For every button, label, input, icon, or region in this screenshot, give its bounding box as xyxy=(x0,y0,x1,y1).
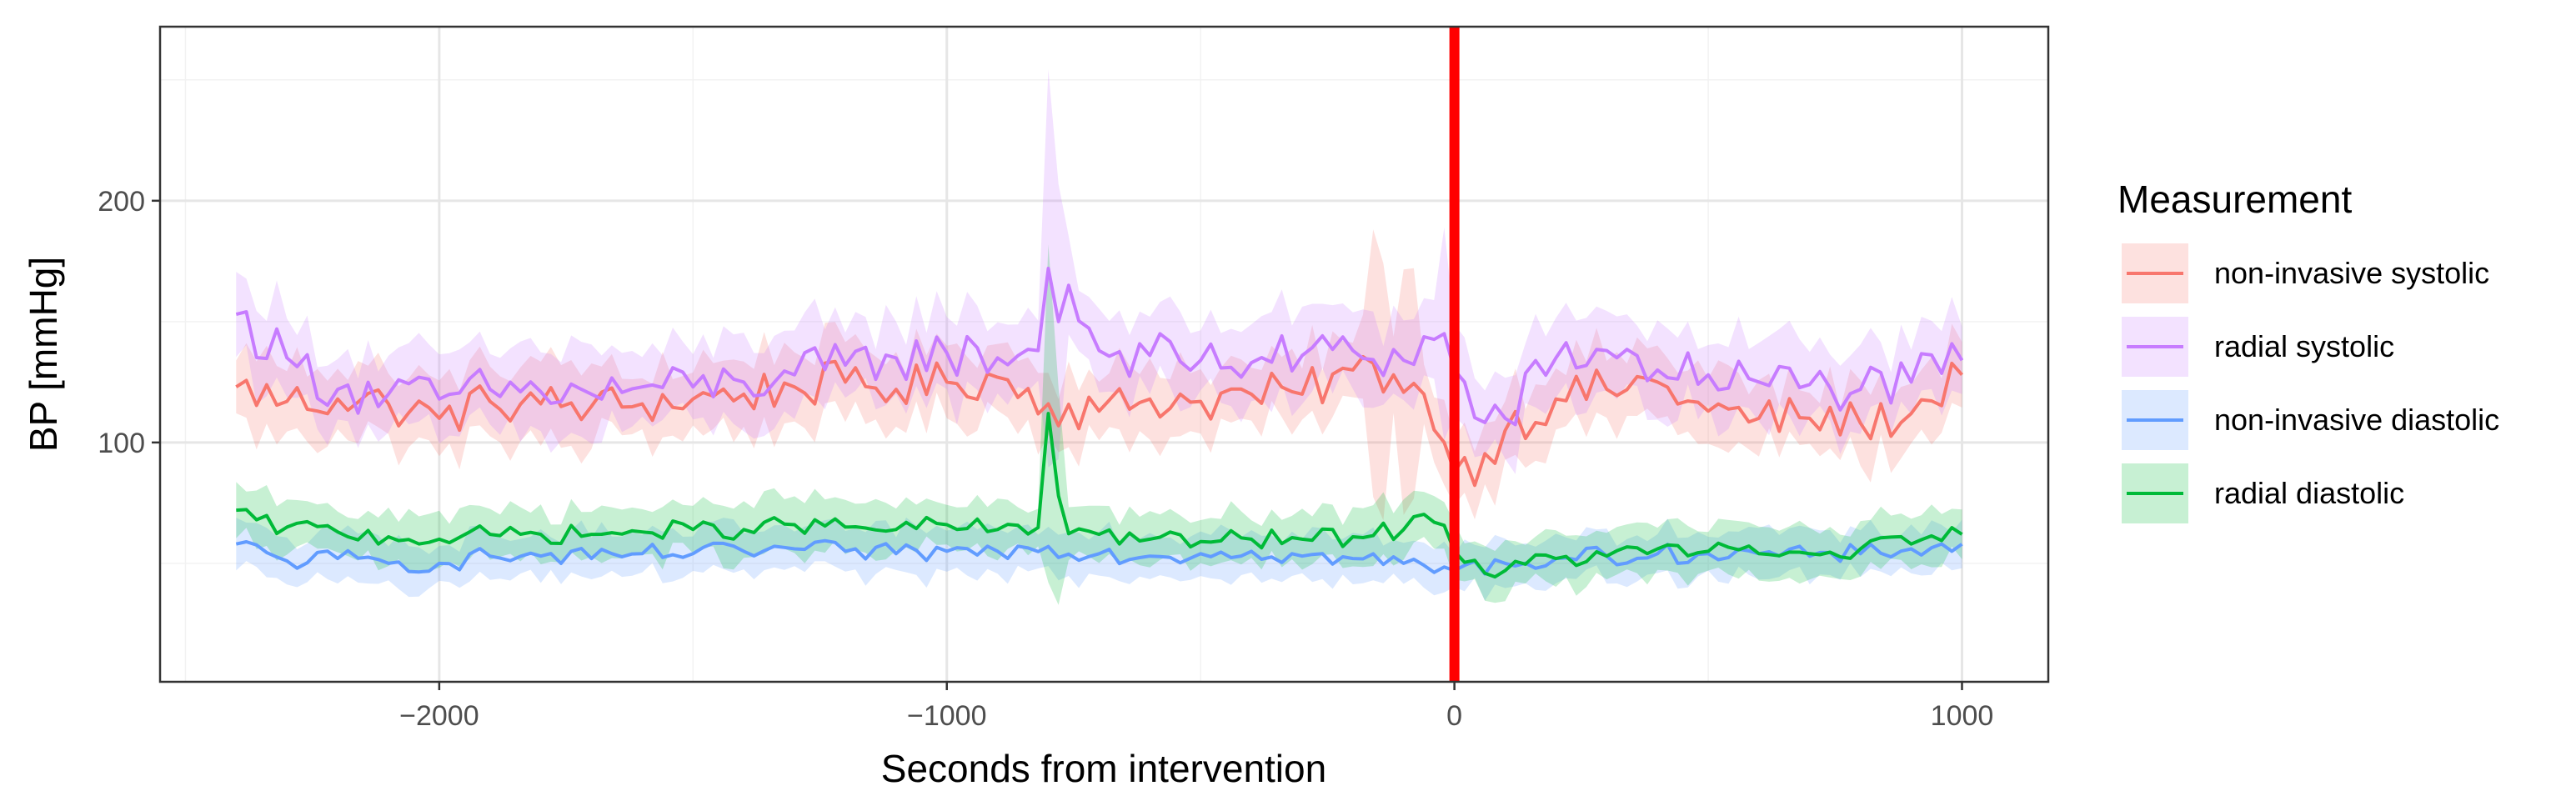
lines xyxy=(235,267,1964,579)
x-tick-label: 0 xyxy=(1446,700,1462,732)
series-line-radial-systolic xyxy=(235,267,1964,427)
axes: −2000 −1000 0 1000 100 200 xyxy=(98,186,1993,732)
series-line-non-invasive-systolic xyxy=(235,354,1963,488)
ribbons xyxy=(236,69,1962,605)
y-tick-label: 100 xyxy=(98,428,145,459)
legend-label: non-invasive diastolic xyxy=(2214,403,2499,437)
x-tick-label: −2000 xyxy=(399,700,479,732)
x-axis-title: Seconds from intervention xyxy=(881,747,1326,790)
legend-items: non-invasive systolic radial systolic non-… xyxy=(2122,243,2499,523)
legend-item: non-invasive systolic xyxy=(2122,243,2489,303)
y-tick-label: 200 xyxy=(98,186,145,218)
series-line-non-invasive-diastolic xyxy=(235,538,1963,576)
ribbon-non-invasive-systolic xyxy=(236,229,1962,521)
legend-title: Measurement xyxy=(2117,178,2352,221)
legend-label: radial systolic xyxy=(2214,329,2394,363)
legend-label: non-invasive systolic xyxy=(2214,256,2489,290)
legend-item: non-invasive diastolic xyxy=(2122,390,2499,450)
ribbon-radial-systolic xyxy=(236,69,1962,474)
legend-item: radial diastolic xyxy=(2122,463,2404,523)
legend-label: radial diastolic xyxy=(2214,476,2404,510)
legend: Measurement non-invasive systolic radial … xyxy=(2117,178,2499,523)
legend-item: radial systolic xyxy=(2122,317,2394,377)
y-axis-title: BP [mmHg] xyxy=(22,257,65,452)
ribbon-radial-diastolic xyxy=(236,244,1962,605)
x-tick-label: 1000 xyxy=(1931,700,1994,732)
series-line-radial-diastolic xyxy=(236,412,1963,579)
x-tick-label: −1000 xyxy=(907,700,987,732)
plot-border xyxy=(158,25,2050,683)
ribbon-non-invasive-diastolic xyxy=(236,517,1962,601)
